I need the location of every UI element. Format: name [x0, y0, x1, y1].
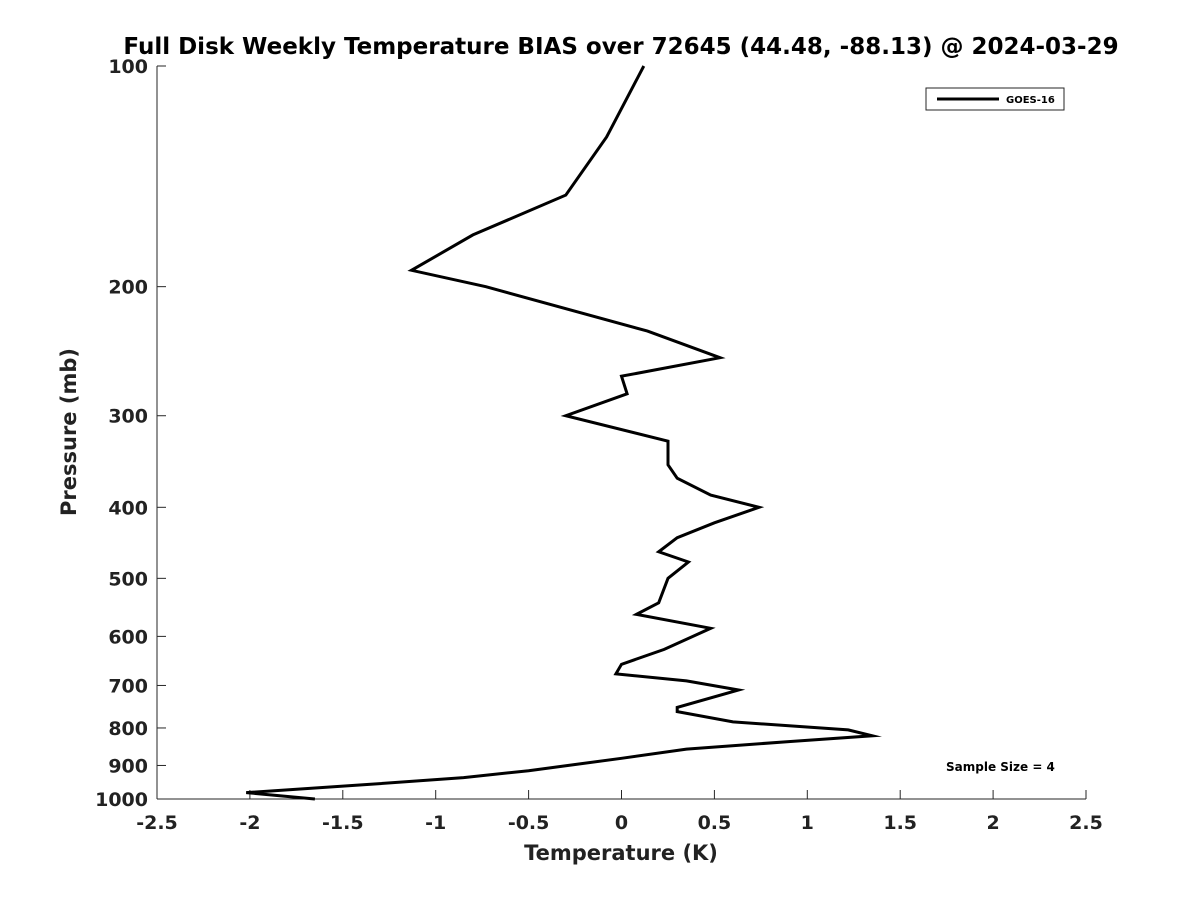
x-tick-label: 0.5	[698, 812, 732, 834]
series-line-goes-16	[246, 65, 883, 801]
series-layer	[246, 65, 883, 801]
x-tick-label: -2	[239, 812, 260, 834]
x-tick-label: 1	[801, 812, 814, 834]
y-tick-label: 600	[108, 626, 148, 648]
y-tick-label: 100	[108, 56, 148, 78]
x-tick-label: -0.5	[508, 812, 550, 834]
y-tick-label: 900	[108, 755, 148, 777]
x-tick-label: 1.5	[883, 812, 917, 834]
y-tick-label: 1000	[95, 789, 148, 811]
legend-label-goes-16: GOES-16	[1006, 95, 1055, 106]
x-tick-label: -2.5	[136, 812, 178, 834]
y-axis-ticks: 100 200 300 400 500 600 700 800 900 1000	[95, 56, 166, 811]
y-tick-label: 800	[108, 718, 148, 740]
x-axis-label: Temperature (K)	[524, 841, 718, 865]
sample-size-annotation: Sample Size = 4	[946, 760, 1055, 774]
x-axis-ticks: -2.5 -2 -1.5 -1 -0.5 0 0.5 1 1.5 2 2.5	[136, 790, 1103, 834]
x-tick-label: 2	[986, 812, 999, 834]
y-tick-label: 700	[108, 675, 148, 697]
y-tick-label: 400	[108, 497, 148, 519]
chart-title: Full Disk Weekly Temperature BIAS over 7…	[123, 34, 1118, 60]
y-tick-label: 500	[108, 568, 148, 590]
plot-area: -2.5 -2 -1.5 -1 -0.5 0 0.5 1 1.5 2 2.5 100 200 300 40…	[95, 56, 1103, 834]
y-axis-label: Pressure (mb)	[57, 348, 81, 516]
y-tick-label: 200	[108, 277, 148, 299]
x-tick-label: -1	[425, 812, 446, 834]
y-tick-label: 300	[108, 406, 148, 428]
x-tick-label: -1.5	[322, 812, 364, 834]
x-tick-label: 2.5	[1069, 812, 1103, 834]
x-tick-label: 0	[615, 812, 628, 834]
legend: GOES-16	[925, 87, 1065, 111]
